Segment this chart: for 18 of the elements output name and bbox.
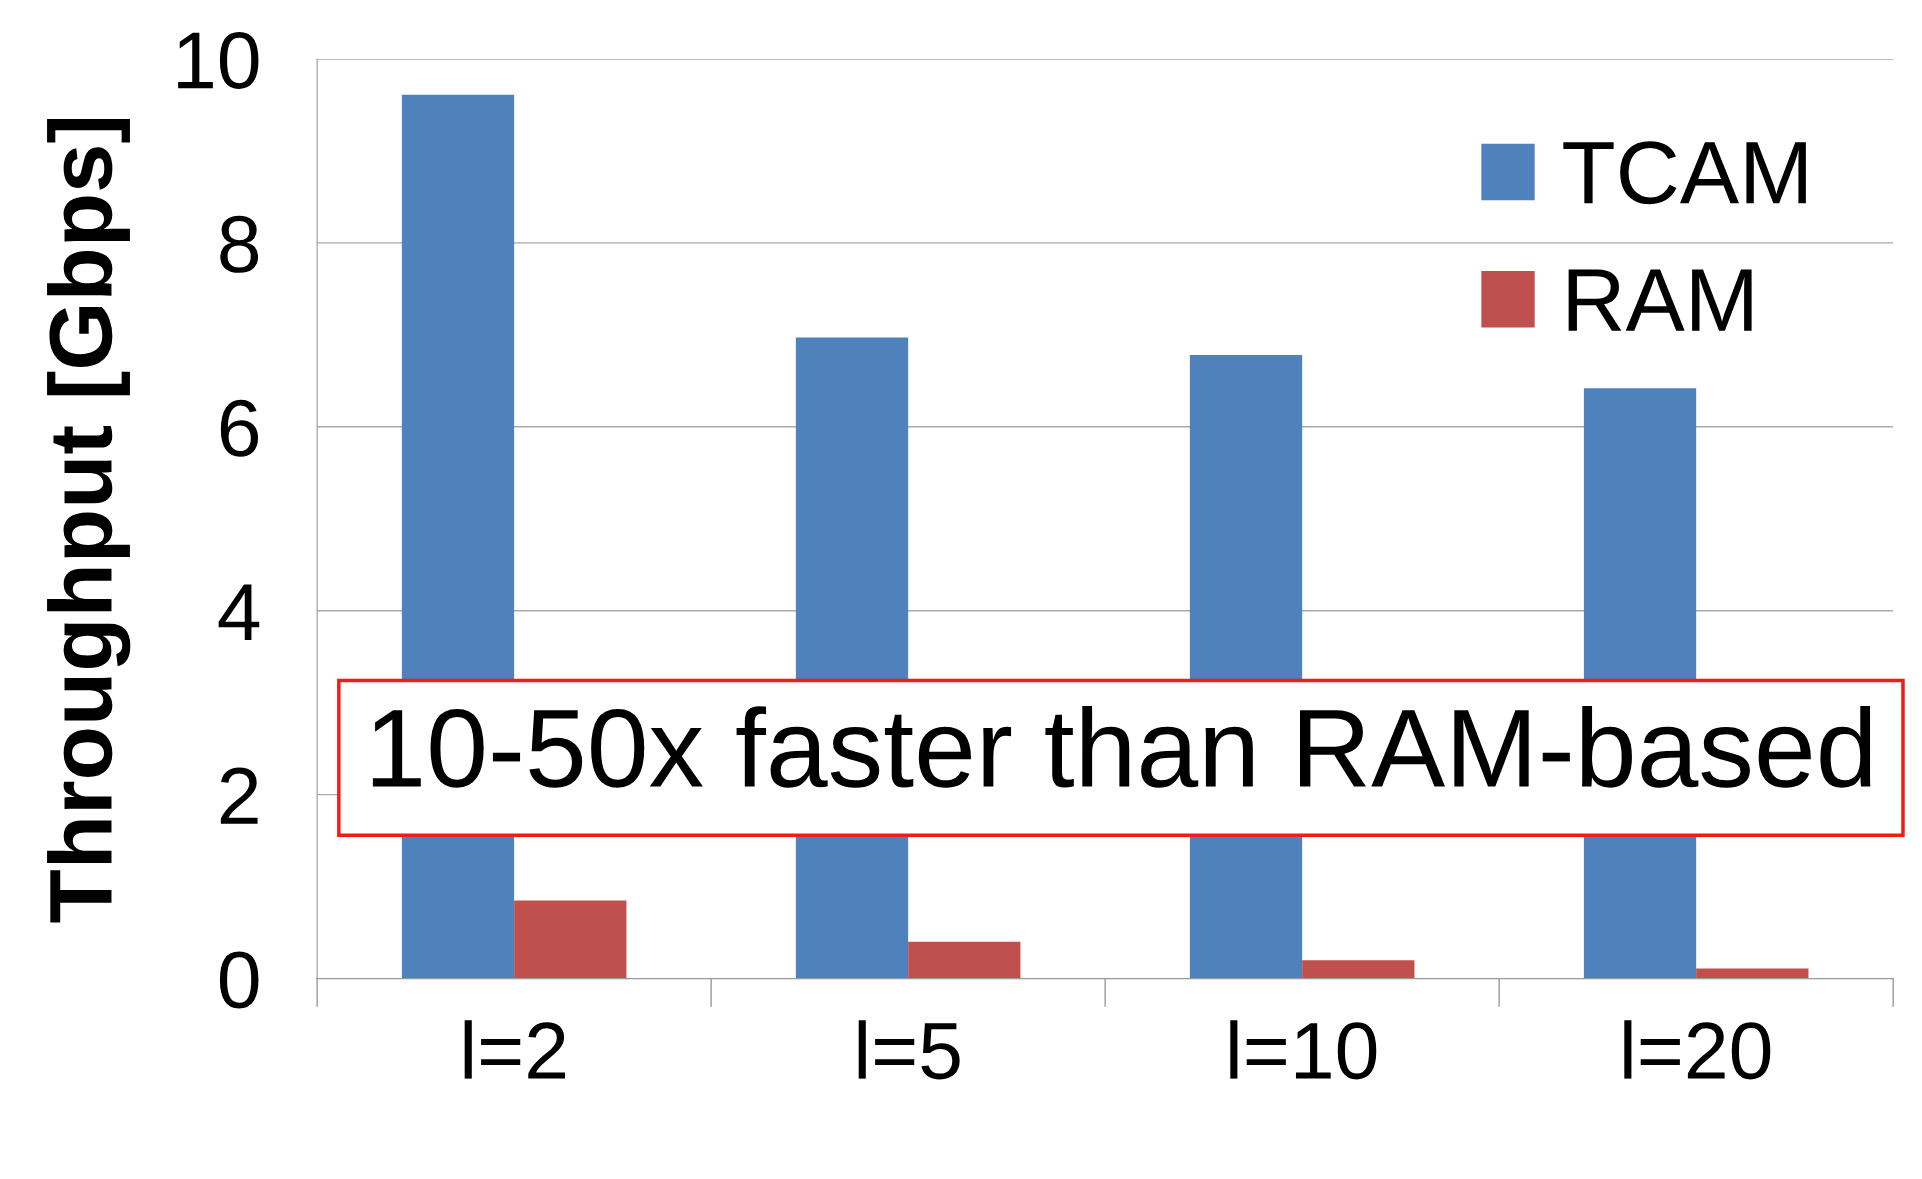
bar — [908, 941, 1021, 979]
legend-label: RAM — [1568, 269, 1752, 331]
y-tick-label: 8 — [220, 215, 259, 273]
annotation: 10-50x faster than RAM-based — [372, 706, 1871, 788]
y-tick-label: 2 — [220, 767, 258, 824]
y-tick-label: 4 — [218, 584, 260, 640]
x-tick-label: l=10 — [1230, 1020, 1377, 1080]
x-tick-label: l=20 — [1624, 1020, 1771, 1080]
bar — [514, 900, 627, 979]
bar — [1696, 968, 1809, 979]
y-tick-label: 6 — [220, 399, 259, 457]
y-axis-title: Throughput [Gbps] — [47, 118, 131, 923]
x-tick-label: l=5 — [858, 1020, 960, 1080]
bar — [1302, 960, 1415, 979]
y-tick-label: 10 — [178, 31, 259, 89]
legend-label: TCAM — [1563, 141, 1806, 205]
y-tick-label: 0 — [219, 951, 259, 1009]
x-tick-label: l=2 — [464, 1020, 565, 1079]
